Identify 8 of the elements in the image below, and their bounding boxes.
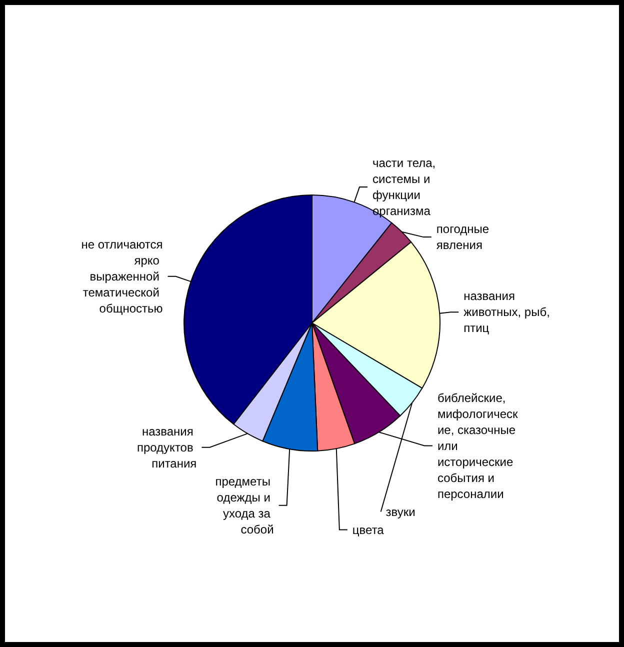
slice-label: не отличаются ярко выраженной тематической общностью: [81, 237, 163, 316]
slice-label: названия продуктов питания: [136, 424, 197, 470]
slice-label: библейские, мифологические, сказочные или исторические события и персоналии: [437, 390, 519, 501]
slice-label: названия животных, рыб, птиц: [464, 289, 554, 336]
slice-label: погодные явления: [436, 222, 492, 252]
slice-label: предметы одежды и ухода за собой: [215, 474, 274, 536]
slice-label: звуки: [386, 504, 416, 519]
slice-label: цвета: [352, 522, 384, 537]
